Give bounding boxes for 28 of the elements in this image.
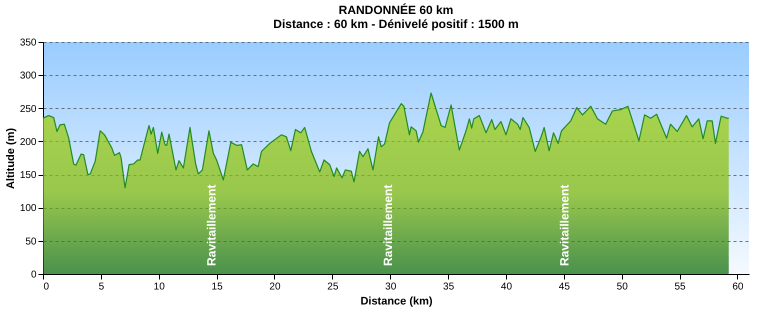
x-tick-label: 40 — [500, 282, 512, 292]
x-tick-label: 0 — [44, 282, 50, 292]
y-tick-label: 50 — [25, 236, 37, 248]
x-tick-label: 30 — [385, 282, 397, 292]
x-tick-label: 50 — [616, 282, 628, 292]
y-tick-label: 200 — [20, 136, 37, 148]
x-tick-label: 45 — [558, 282, 570, 292]
x-tick-label: 55 — [674, 282, 686, 292]
x-tick-label: 15 — [212, 282, 224, 292]
chart-subtitle: Distance : 60 km - Dénivelé positif : 1500 m — [273, 17, 519, 31]
annotation: Ravitaillement — [204, 184, 218, 266]
x-tick-label: 60 — [732, 282, 744, 292]
y-tick-label: 250 — [20, 104, 37, 115]
x-tick-label: 35 — [443, 282, 455, 292]
y-tick-label: 350 — [20, 38, 37, 48]
y-tick-label: 300 — [20, 70, 37, 82]
x-tick-label: 25 — [327, 282, 339, 292]
x-tick-label: 5 — [98, 282, 105, 292]
x-axis-title: Distance (km) — [360, 296, 433, 308]
y-tick-label: 100 — [20, 203, 37, 214]
x-tick-label: 20 — [269, 282, 281, 292]
annotation: Ravitaillement — [381, 184, 395, 266]
x-tick-label: 10 — [154, 282, 166, 292]
annotation: Ravitaillement — [558, 184, 572, 266]
chart-title: RANDONNÉE 60 km — [338, 3, 454, 17]
y-tick-label: 150 — [20, 170, 37, 182]
y-tick-label: 0 — [30, 270, 37, 280]
y-axis-title: Altitude (m) — [4, 128, 17, 190]
